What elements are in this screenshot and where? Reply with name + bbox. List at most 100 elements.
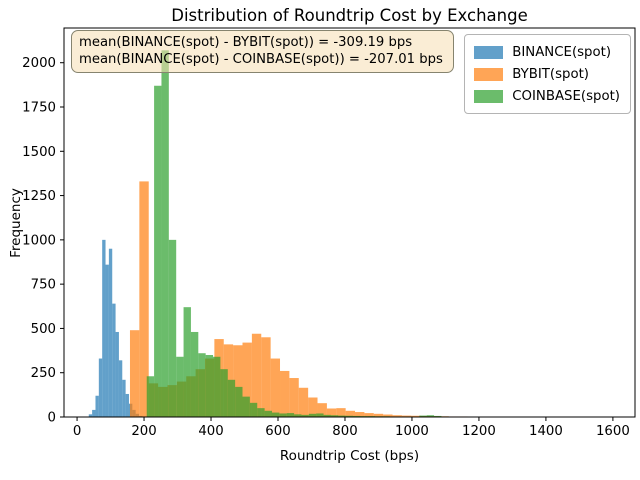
hist-bar	[286, 413, 295, 417]
y-tick-label: 1250	[22, 189, 56, 204]
x-tick-label: 400	[198, 424, 223, 439]
annotation-line-1: mean(BINANCE(spot) - BYBIT(spot)) = -309…	[79, 35, 413, 50]
hist-bar	[233, 345, 243, 417]
hist-bar	[183, 307, 191, 417]
x-tick-label: 800	[332, 424, 357, 439]
hist-bar	[257, 408, 265, 417]
legend-label-coinbase: COINBASE(spot)	[512, 88, 620, 104]
legend-item-coinbase: COINBASE(spot)	[474, 85, 620, 107]
y-tick-label: 0	[48, 411, 56, 426]
hist-bar	[154, 85, 162, 417]
legend-label-bybit: BYBIT(spot)	[512, 66, 589, 82]
hist-bar	[317, 403, 327, 417]
hist-bar	[338, 415, 346, 417]
hist-bar	[108, 248, 113, 417]
hist-bar	[289, 378, 299, 417]
hist-bar	[249, 402, 258, 417]
y-axis-label: Frequency	[8, 188, 24, 258]
hist-bar	[242, 342, 252, 417]
hist-bar	[373, 413, 384, 417]
hist-bar	[316, 413, 324, 417]
y-tick-label: 1500	[22, 145, 56, 160]
hist-bar	[401, 415, 412, 417]
legend-label-binance: BINANCE(spot)	[512, 44, 612, 60]
hist-bar	[251, 333, 262, 417]
hist-bar	[419, 415, 427, 417]
hist-bar	[115, 331, 119, 417]
hist-bar	[261, 337, 271, 417]
hist-bar	[301, 414, 309, 417]
hist-bar	[112, 303, 116, 417]
hist-bar	[353, 415, 361, 417]
hist-bar	[242, 396, 250, 417]
mean-annotation-box: mean(BINANCE(spot) - BYBIT(spot)) = -309…	[71, 30, 454, 73]
hist-bar	[118, 360, 123, 417]
hist-bar	[355, 412, 365, 417]
hist-bar	[271, 412, 280, 417]
x-tick-label: 1200	[462, 424, 496, 439]
y-tick-label: 750	[31, 278, 56, 293]
x-tick-label: 1400	[529, 424, 563, 439]
hist-bar	[345, 410, 356, 417]
binance-swatch-icon	[474, 45, 504, 59]
hist-bar	[336, 408, 346, 417]
hist-bar	[411, 415, 421, 417]
hist-bar	[146, 376, 155, 417]
hist-bar	[190, 331, 199, 417]
hist-bar	[298, 387, 309, 417]
hist-bar	[168, 239, 177, 417]
hist-bar	[125, 393, 129, 417]
bybit-swatch-icon	[474, 67, 504, 81]
hist-bar	[105, 264, 109, 417]
hist-bar	[95, 395, 99, 417]
annotation-line-2: mean(BINANCE(spot) - COINBASE(spot)) = -…	[79, 52, 443, 67]
y-tick-label: 1000	[22, 233, 56, 248]
y-tick-label: 250	[31, 366, 56, 381]
hist-bar	[98, 358, 103, 417]
hist-bar	[330, 415, 339, 417]
hist-bar	[161, 50, 169, 417]
x-tick-label: 200	[131, 424, 156, 439]
hist-bar	[308, 413, 317, 417]
hist-bar	[392, 415, 402, 417]
hist-bar	[129, 330, 140, 417]
legend: BINANCE(spot) BYBIT(spot) COINBASE(spot)	[464, 34, 631, 114]
hist-bar	[122, 379, 126, 417]
hist-bar	[279, 413, 287, 417]
hist-bar	[198, 353, 206, 417]
hist-bar	[270, 358, 281, 417]
x-axis-label: Roundtrip Cost (bps)	[279, 448, 420, 464]
y-tick-label: 2000	[22, 56, 56, 71]
hist-bar	[88, 414, 93, 417]
legend-item-bybit: BYBIT(spot)	[474, 63, 620, 85]
legend-item-binance: BINANCE(spot)	[474, 41, 620, 63]
hist-bar	[383, 414, 393, 417]
hist-bar	[345, 415, 354, 417]
hist-bar	[294, 414, 302, 417]
hist-bar	[205, 355, 214, 417]
x-tick-label: 1000	[395, 424, 429, 439]
x-tick-label: 600	[265, 424, 290, 439]
y-tick-label: 500	[31, 322, 56, 337]
x-tick-label: 0	[73, 424, 81, 439]
axes-spines	[63, 27, 636, 418]
hist-bar	[176, 356, 184, 417]
hist-bar	[92, 409, 96, 417]
x-tick-label: 1600	[596, 424, 630, 439]
hist-bar	[227, 379, 236, 417]
chart-title: Distribution of Roundtrip Cost by Exchan…	[171, 6, 528, 25]
hist-bar	[308, 397, 318, 417]
hist-bar	[326, 408, 337, 417]
hist-bar	[264, 410, 272, 417]
hist-bar	[364, 413, 374, 417]
hist-bar	[434, 415, 442, 417]
hist-bar	[323, 414, 331, 417]
hist-bar	[102, 239, 106, 417]
y-tick-label: 1750	[22, 101, 56, 116]
hist-bar	[426, 415, 435, 417]
coinbase-swatch-icon	[474, 89, 504, 103]
hist-bar	[220, 369, 228, 417]
hist-bar	[139, 181, 149, 417]
